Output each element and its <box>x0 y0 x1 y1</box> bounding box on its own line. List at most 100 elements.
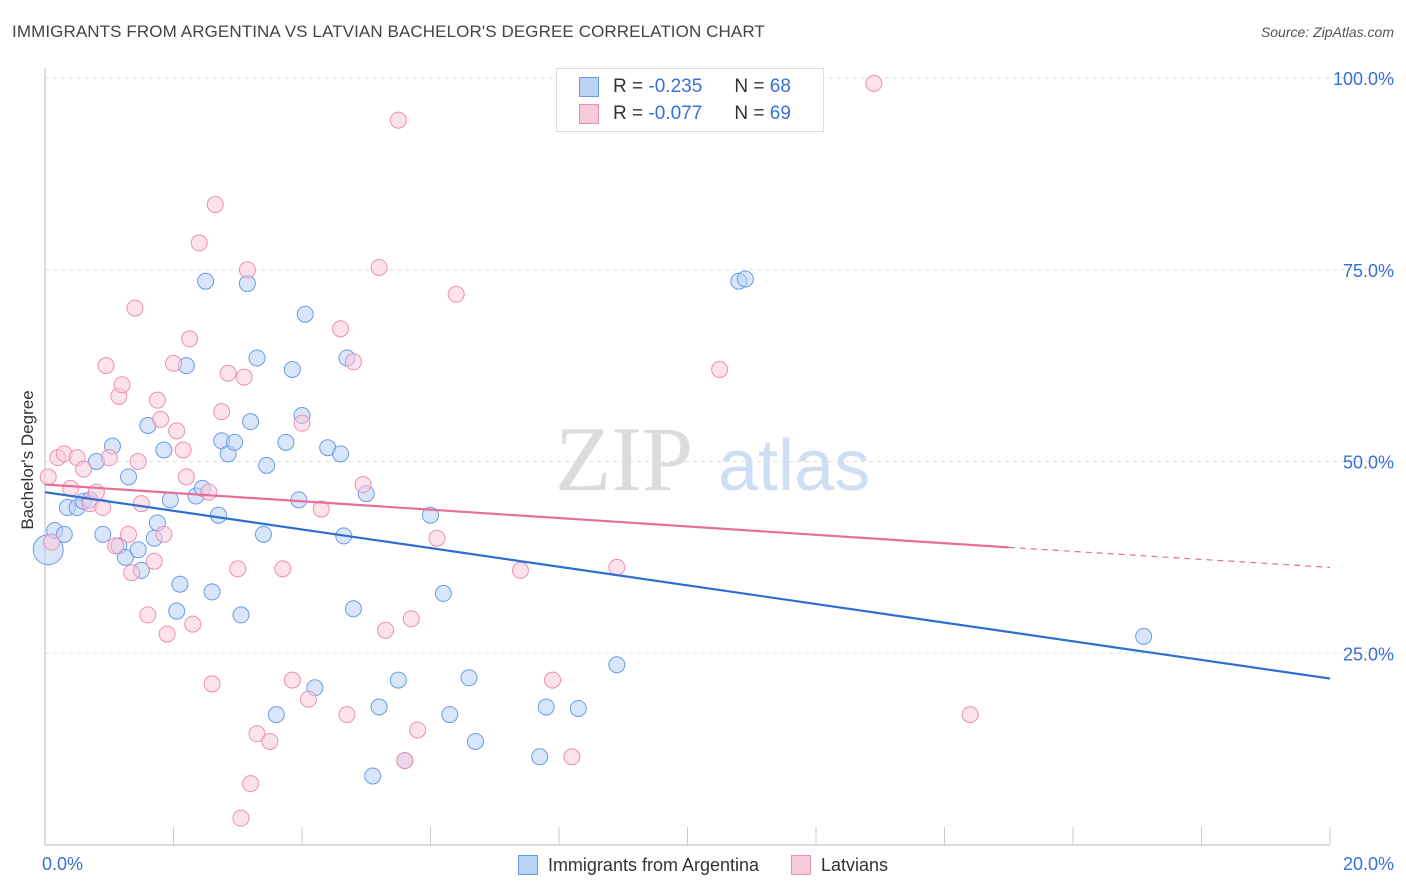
trend-line-argentina <box>44 491 1331 680</box>
data-point <box>402 610 420 628</box>
data-point <box>242 775 260 793</box>
data-point <box>203 583 221 601</box>
data-point <box>148 391 166 409</box>
data-point <box>145 552 163 570</box>
series-legend: Immigrants from Argentina Latvians <box>0 852 1406 878</box>
data-point <box>129 453 147 470</box>
data-point <box>544 671 562 689</box>
data-point <box>332 320 350 338</box>
data-point <box>961 706 979 724</box>
tick-labels: 25.0% 50.0% 75.0% 100.0% 0.0% 20.0% <box>42 69 1394 874</box>
data-point <box>123 564 141 582</box>
r-value: -0.077 <box>648 103 703 124</box>
x-tick-label: 0.0% <box>42 854 83 874</box>
data-point <box>181 330 199 348</box>
data-point <box>55 525 73 543</box>
data-point <box>248 349 266 367</box>
data-point <box>370 698 388 716</box>
data-point <box>283 671 301 689</box>
data-point <box>428 529 446 547</box>
legend-label-latvians: Latvians <box>821 854 889 875</box>
n-label: N = <box>734 103 765 124</box>
data-point <box>209 506 227 524</box>
legend-row-argentina: R = -0.235 N = 68 <box>579 74 791 100</box>
data-point <box>152 410 170 428</box>
data-point <box>139 606 157 624</box>
data-point <box>441 706 459 724</box>
data-point <box>274 560 292 578</box>
data-point <box>466 732 484 750</box>
data-point <box>865 74 883 92</box>
data-point <box>354 476 372 494</box>
data-point <box>203 675 221 693</box>
legend-swatch-argentina <box>517 855 538 875</box>
data-point <box>296 305 314 323</box>
data-point <box>177 468 195 486</box>
legend-item-latvians: Latvians <box>791 855 888 876</box>
legend-swatch-argentina <box>579 77 599 97</box>
y-axis-title: Bachelor's Degree <box>18 390 37 530</box>
data-point <box>75 460 93 478</box>
data-point <box>261 732 279 750</box>
data-point <box>511 561 529 579</box>
data-point <box>197 272 215 290</box>
data-point <box>97 357 115 375</box>
data-point <box>155 441 173 459</box>
chart-title: IMMIGRANTS FROM ARGENTINA VS LATVIAN BAC… <box>12 22 765 41</box>
data-point <box>293 414 311 432</box>
data-point <box>174 441 192 459</box>
data-point <box>377 621 395 639</box>
data-point <box>158 625 176 643</box>
data-point <box>389 111 407 129</box>
y-tick-label: 25.0% <box>1343 644 1394 664</box>
data-point <box>168 422 186 440</box>
series-immigrants-from-argentina <box>32 270 1153 785</box>
legend-item-argentina: Immigrants from Argentina <box>517 855 759 876</box>
trend-line-latvians-extension <box>1008 546 1331 568</box>
data-point <box>409 721 427 739</box>
watermark: ZIP atlas <box>555 408 870 510</box>
data-point <box>100 449 118 467</box>
data-point <box>711 360 729 378</box>
data-point <box>389 671 407 689</box>
data-point <box>113 376 131 394</box>
data-point <box>283 360 301 378</box>
watermark-zip: ZIP <box>555 408 693 510</box>
data-point <box>184 615 202 633</box>
data-point <box>422 506 439 524</box>
data-point <box>165 354 182 372</box>
n-value: 68 <box>769 76 791 97</box>
data-point <box>116 548 134 566</box>
data-point <box>608 656 626 674</box>
data-point <box>254 525 272 543</box>
trend-line-latvians <box>44 483 1009 549</box>
data-point <box>447 285 465 303</box>
legend-swatch-latvians <box>579 104 599 124</box>
data-point <box>235 368 253 386</box>
data-point <box>608 558 626 576</box>
axes <box>44 68 1331 846</box>
data-point <box>242 413 260 431</box>
data-point <box>1135 627 1153 645</box>
legend-row-latvians: R = -0.077 N = 69 <box>579 101 791 127</box>
data-point <box>168 602 186 620</box>
data-point <box>238 261 256 279</box>
r-value: -0.235 <box>648 76 703 97</box>
data-point <box>200 483 218 501</box>
data-point <box>396 752 414 770</box>
n-label: N = <box>734 76 765 97</box>
data-point <box>267 706 285 724</box>
data-point <box>736 270 754 288</box>
data-point <box>277 433 295 451</box>
data-point <box>132 495 150 513</box>
data-point <box>190 234 208 252</box>
data-point <box>107 537 125 555</box>
data-point <box>537 698 555 716</box>
data-point <box>39 468 57 486</box>
x-tick-label: 20.0% <box>1343 854 1394 874</box>
correlation-legend: R = -0.235 N = 68 R = -0.077 N = 69 <box>556 68 824 132</box>
data-point <box>344 353 362 371</box>
data-point <box>248 725 266 743</box>
data-point <box>226 433 244 451</box>
r-label: R = <box>613 103 644 124</box>
